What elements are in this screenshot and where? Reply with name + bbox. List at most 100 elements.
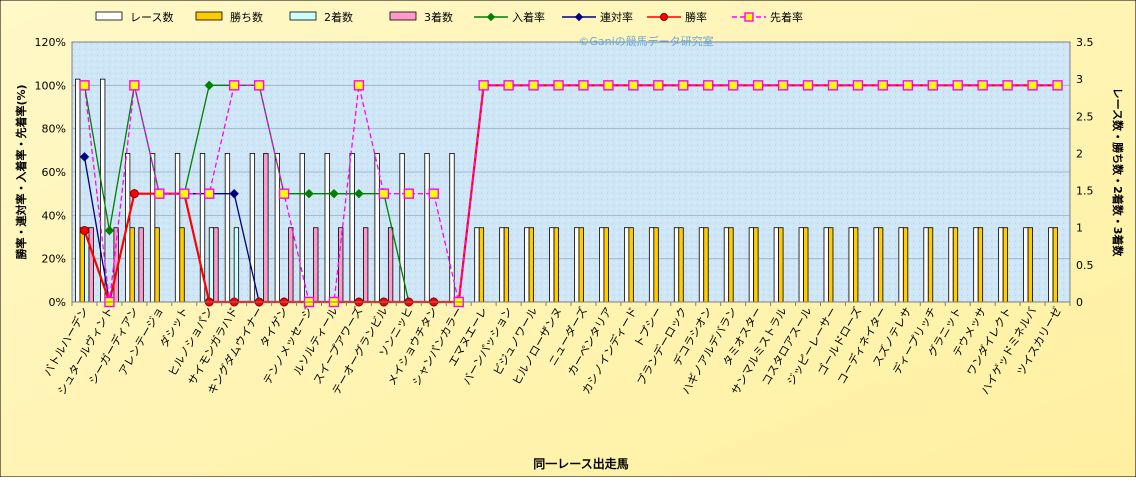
line-point (703, 80, 714, 91)
line-point (827, 80, 839, 91)
bar (79, 227, 85, 303)
bar (828, 227, 834, 303)
legend-swatch (289, 11, 317, 21)
x-axis-title: 同一レース出走馬 (533, 456, 628, 471)
legend-label: 3着数 (424, 10, 453, 24)
bar (853, 227, 859, 303)
line-point (574, 12, 584, 22)
bar (313, 227, 319, 303)
legend-label: 勝ち数 (230, 10, 263, 24)
bar (233, 227, 240, 303)
bar (923, 227, 929, 303)
line-point (752, 80, 764, 91)
line-point (603, 80, 614, 91)
line-point (628, 80, 639, 91)
line-point (204, 80, 214, 91)
line-point (578, 80, 589, 91)
line-point (179, 188, 190, 199)
line-point (329, 188, 339, 199)
line-point (378, 188, 390, 199)
bar (823, 227, 829, 303)
bar (648, 227, 655, 303)
y-left-tick-label: 120% (35, 36, 66, 49)
y-left-tick-label: 100% (35, 79, 66, 92)
line-point (229, 188, 239, 199)
legend-label: 入着率 (512, 10, 545, 24)
y-right-tick-label: 0 (1076, 296, 1083, 309)
line-point (727, 80, 739, 91)
bar (474, 227, 480, 303)
bar (1023, 227, 1029, 303)
line-point (278, 188, 290, 199)
bar (174, 153, 181, 303)
bar (263, 153, 269, 303)
line-point (678, 80, 689, 91)
line-point (852, 80, 864, 91)
line-point (977, 80, 988, 91)
bar (927, 227, 934, 303)
line-point (802, 80, 814, 91)
y-right-tick-label: 3 (1076, 73, 1083, 86)
bar (574, 227, 580, 303)
line-point (204, 188, 215, 199)
line-point (902, 80, 914, 91)
bar (553, 227, 559, 303)
bar (75, 78, 81, 303)
bar (499, 227, 505, 303)
legend-label: 連対率 (600, 10, 633, 24)
y-axis-left-title: 勝率・連対率・入着率・先着率(%) (14, 84, 28, 259)
line-point (403, 188, 415, 199)
line-point (486, 12, 496, 22)
line-point (1002, 80, 1013, 91)
bar (549, 227, 555, 303)
legend-swatch (195, 11, 223, 21)
bar (274, 153, 280, 303)
bar (424, 153, 430, 303)
line-point (478, 80, 489, 91)
legend-swatch (95, 11, 123, 21)
y-left-tick-label: 60% (42, 166, 66, 179)
bar (324, 153, 330, 303)
y-left-tick-label: 20% (42, 253, 66, 266)
bar (179, 227, 185, 303)
line-point (777, 80, 789, 91)
bar (1052, 227, 1058, 303)
line-point (428, 188, 439, 199)
line-point (104, 225, 115, 236)
bar (952, 227, 959, 303)
bar (778, 227, 784, 303)
line-point (744, 12, 754, 22)
line-point (1052, 80, 1063, 91)
line-point (653, 80, 664, 91)
y-left-tick-label: 80% (42, 123, 66, 136)
legend-swatch (389, 11, 417, 21)
line-point (129, 189, 139, 199)
bar (208, 227, 215, 303)
bar (349, 153, 355, 303)
bar (1048, 227, 1054, 303)
line-point (877, 80, 889, 91)
bar (703, 227, 709, 303)
watermark: ©Ganiの競馬データ研究室 (578, 34, 713, 48)
line-point (528, 80, 539, 91)
bar (599, 227, 605, 303)
legend-label: レース数 (130, 11, 173, 24)
bar (873, 227, 879, 303)
line-point (1027, 80, 1038, 91)
bar (288, 227, 294, 303)
line-point (503, 80, 514, 91)
legend: レース数 勝ち数 2着数 3着数 入着率 連対率 勝率 先着率 (95, 10, 803, 24)
bar (973, 227, 979, 303)
line-point (79, 80, 90, 91)
bar (1027, 227, 1033, 303)
line-point (253, 80, 265, 91)
bar (628, 227, 634, 303)
bar (154, 227, 160, 303)
bar (88, 227, 94, 303)
bar (224, 153, 231, 303)
line-point (79, 226, 89, 235)
line-point (354, 188, 364, 199)
bar (374, 153, 380, 303)
